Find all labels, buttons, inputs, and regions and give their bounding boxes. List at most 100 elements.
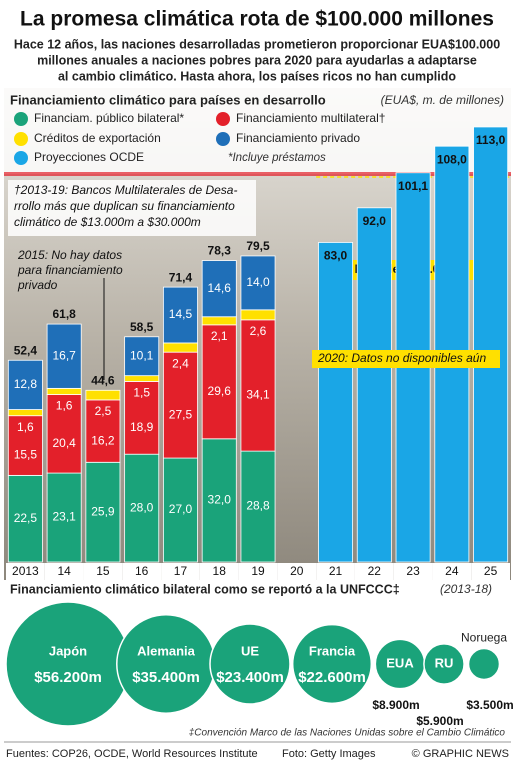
bar-segment [124,336,160,377]
annotation: para financiamiento [17,263,123,277]
value-label: 23,1 [52,510,76,524]
bubble-chart: Japón $56.200m Alemania $35.400m UE $23.400m F… [5,601,514,728]
value-label: 16,2 [91,433,115,447]
legend-panel [4,88,511,174]
bubble-name: Japón [49,643,87,658]
subtitle: al cambio climático. Hasta ahora, los pa… [58,69,456,83]
bar-segment [163,351,198,459]
x-tick-bg [432,563,472,580]
bar-segment [201,438,237,563]
value-label: 15,5 [14,448,38,462]
x-tick-label: 2013 [12,564,39,578]
photo-credit: Foto: Getty Images [282,748,376,760]
footnote: ‡Convención Marco de las Naciones Unidas… [189,728,506,739]
x-tick-bg [354,563,394,580]
x-tick-bg [393,563,433,580]
x-tick-label: 24 [445,564,459,578]
annotation: 2020: Datos no disponibles aún [317,351,486,365]
bar-segment [85,399,121,463]
value-label: 2,6 [250,324,267,338]
title: La promesa climática rota de $100.000 mi… [20,8,494,31]
bubble-value: $22.600m [298,669,366,686]
value-label: 20,4 [52,436,76,450]
annotation: 2015: No hay datos [17,248,122,262]
bubble-name: Alemania [137,643,196,658]
x-tick-label: 25 [484,564,498,578]
bar-segment [240,319,276,452]
x-tick-label: 20 [290,564,304,578]
bar-segment [240,255,276,311]
bar-segment [46,387,82,395]
x-tick-label: 23 [406,564,420,578]
bar-segment [163,457,198,563]
legend-label: Proyecciones OCDE [34,150,144,164]
bubble-value: $23.400m [216,669,284,686]
bubble [116,614,216,714]
bubble [423,643,465,685]
x-tick-bg [316,563,355,580]
annotation: climático de $13.000m a $30.000m [14,215,201,229]
unit: (EUA$, m. de millones) [381,93,504,107]
bubble [467,647,501,681]
annotation: †2013-19: Bancos Multilaterales de Desa- [14,183,237,197]
bar-segment [201,260,237,318]
legend-label: Financiamiento privado [236,131,360,145]
x-tick-bg [199,563,239,580]
bubble [291,623,373,705]
value-label: 1,5 [133,386,150,400]
bar-segment [124,453,160,563]
x-tick-label: 21 [329,564,343,578]
x-tick-bg [161,563,200,580]
chart-title: Financiamiento climático para países en … [10,92,326,107]
value-label: 27,0 [169,502,193,516]
bar-segment [46,394,82,474]
value-label: 16,7 [52,348,76,362]
sources: Fuentes: COP26, OCDE, World Resources In… [6,748,258,760]
bar-chart: Financiam. público bilateral* Financiamie… [6,111,510,580]
bar-segment [163,286,198,344]
bubble-name: Noruega [461,631,507,645]
value-label: 29,6 [208,384,232,398]
bar-segment [85,389,121,401]
bubble-value: $5.900m [416,714,463,728]
note: *Incluye préstamos [228,152,326,164]
bar-segment [240,450,276,563]
x-tick-label: 14 [57,564,71,578]
legend-label: Créditos de exportación [34,131,161,145]
x-tick-label: 19 [251,564,265,578]
value-label: 25,9 [91,504,115,518]
legend-swatch [14,151,28,165]
value-label: 14,0 [246,275,270,289]
bar-segment [240,309,276,321]
value-label: 27,5 [169,407,193,421]
bubble-value: $56.200m [34,669,102,686]
bubble-period: (2013-18) [440,582,492,596]
annotation-box [8,180,256,236]
x-tick-bg [471,563,510,580]
annotation: privado [17,278,58,292]
x-tick-bg [122,563,162,580]
x-tick-bg [6,563,45,580]
value-label: 18,9 [130,420,154,434]
bubble-name: RU [435,655,454,670]
total-label: 52,4 [14,343,38,357]
bubble-name: UE [241,643,259,658]
value-label: 28,0 [130,500,154,514]
x-tick-bg [83,563,123,580]
value-label: 10,1 [130,348,154,362]
value-label: 2,1 [211,329,228,343]
legend-swatch [14,132,28,146]
bar-segment [7,359,43,410]
value-label: 32,0 [208,493,232,507]
x-tick-label: 15 [96,564,110,578]
total-label: 79,5 [246,239,270,253]
legend-swatch [14,112,28,126]
value-label: 1,6 [17,420,34,434]
subtitle: millones anuales a naciones pobres para … [37,53,477,67]
legend-swatch [216,112,230,126]
x-tick-label: 22 [368,564,382,578]
bar-segment [318,242,353,563]
bar-segment [163,342,198,353]
subtitle: Hace 12 años, las naciones desarrolladas… [14,37,500,51]
